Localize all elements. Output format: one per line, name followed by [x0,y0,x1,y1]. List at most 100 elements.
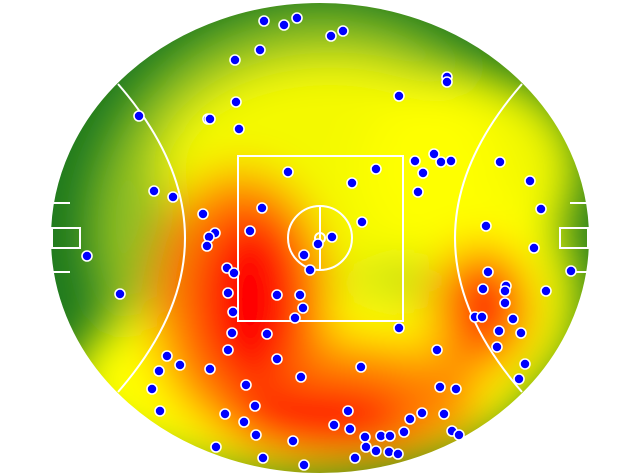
data-point [294,289,306,301]
data-point [304,264,316,276]
data-point [491,341,503,353]
data-point [404,413,416,425]
data-point [360,441,372,453]
data-point [476,311,488,323]
right-50m-arc [454,83,523,393]
data-point [295,371,307,383]
data-point [438,408,450,420]
data-point [349,452,361,464]
data-point [174,359,186,371]
data-point [441,76,453,88]
data-point [384,430,396,442]
data-point [513,373,525,385]
data-point [256,202,268,214]
data-point [81,250,93,262]
data-point [445,155,457,167]
data-point [161,350,173,362]
data-point [204,363,216,375]
data-point [417,167,429,179]
data-point [434,381,446,393]
data-point [298,459,310,471]
data-points [81,12,577,471]
data-point [325,30,337,42]
data-point [254,44,266,56]
data-point [480,220,492,232]
data-point [370,445,382,457]
data-point [229,54,241,66]
data-point [494,156,506,168]
data-point [167,191,179,203]
data-point [133,110,145,122]
data-point [258,15,270,27]
data-point [227,306,239,318]
data-point [359,431,371,443]
data-point [240,379,252,391]
data-point [282,166,294,178]
centre-square [237,155,404,322]
data-point [524,175,536,187]
data-point [482,266,494,278]
data-point [416,407,428,419]
heat-region [230,385,410,455]
data-point [515,327,527,339]
data-point [230,96,242,108]
data-point [356,216,368,228]
data-point [528,242,540,254]
data-point [250,429,262,441]
data-point [435,156,447,168]
data-point [535,203,547,215]
data-point [499,285,511,297]
data-point [393,90,405,102]
data-point [337,25,349,37]
data-point [197,208,209,220]
data-point [540,285,552,297]
data-point [493,325,505,337]
data-point [261,328,273,340]
data-point [289,312,301,324]
data-point [312,238,324,250]
data-point [271,289,283,301]
data-point [287,435,299,447]
data-point [393,322,405,334]
data-point [342,405,354,417]
heat-region [195,210,305,390]
data-point [271,353,283,365]
data-point [154,405,166,417]
left-50m-arc [117,83,186,393]
data-point [519,358,531,370]
data-point [201,240,213,252]
data-point [238,416,250,428]
data-point [507,313,519,325]
data-point [226,327,238,339]
data-point [344,423,356,435]
data-point [499,297,511,309]
data-point [153,365,165,377]
data-point [219,408,231,420]
boundary-line [49,1,591,475]
data-point [244,225,256,237]
field-markings [49,1,591,475]
data-point [355,361,367,373]
data-point [228,267,240,279]
data-point [233,123,245,135]
data-point [450,383,462,395]
data-point [291,12,303,24]
left-goal-square [51,227,81,249]
data-point [146,383,158,395]
data-point [409,155,421,167]
data-point [278,19,290,31]
data-point [412,186,424,198]
data-point [328,419,340,431]
data-point [249,400,261,412]
data-point [297,302,309,314]
data-point [565,265,577,277]
data-point [346,177,358,189]
right-goal-square [559,227,589,249]
data-point [428,148,440,160]
data-point [398,426,410,438]
data-point [222,287,234,299]
data-point [326,231,338,243]
data-point [114,288,126,300]
data-point [370,163,382,175]
